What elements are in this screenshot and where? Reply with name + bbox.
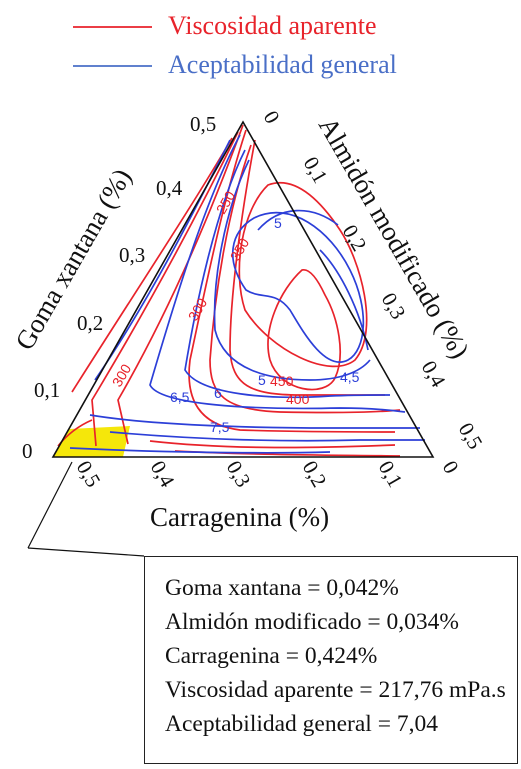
goma-tick: 0 [22, 439, 33, 463]
red-contour-label: 450 [270, 373, 294, 389]
blue-contours [69, 134, 425, 454]
blue-contour-low [69, 447, 331, 454]
carragenina-tick: 0,5 [72, 457, 106, 492]
almidon-tick: 0,4 [417, 357, 451, 392]
red-contour-300-left [91, 131, 239, 447]
red-contour-label: 350 [227, 235, 253, 263]
blue-contour-7-5 [109, 431, 425, 442]
blue-contour-5-5 [213, 159, 371, 381]
blue-contour-label: 5 [274, 215, 282, 231]
blue-contour-outer [94, 139, 231, 381]
info-aceptabilidad-general: Aceptabilidad general = 7,04 [165, 711, 438, 737]
carragenina-tick: 0,4 [146, 457, 180, 492]
carragenina-tick: 0 [438, 457, 464, 478]
blue-contour-6-5 [149, 134, 406, 413]
blue-contour-label: 4,5 [340, 369, 360, 385]
legend: Viscosidad aparente Aceptabilidad genera… [73, 11, 397, 79]
red-contour-250 [71, 137, 233, 393]
blue-contour-label: 6,5 [170, 389, 190, 405]
carragenina-tick: 0,2 [298, 457, 332, 492]
info-carragenina: Carragenina = 0,424% [165, 643, 378, 669]
almidon-tick: 0,2 [338, 221, 372, 256]
legend-label-aceptabilidad: Aceptabilidad general [168, 50, 397, 79]
goma-tick: 0,5 [190, 112, 216, 136]
almidon-tick: 0 [259, 107, 285, 128]
red-contour-loop-inner [267, 269, 341, 391]
blue-contour-label: 5 [258, 372, 266, 388]
red-contour-loop-outer [238, 181, 368, 368]
pointer-line [27, 461, 73, 549]
blue-contour-label: 7,5 [210, 419, 230, 435]
legend-label-viscosidad: Viscosidad aparente [168, 11, 377, 40]
red-contour-label: 400 [286, 391, 310, 407]
goma-tick: 0,4 [156, 176, 183, 200]
blue-contour-7 [89, 414, 420, 429]
info-viscosidad-aparente: Viscosidad aparente = 217,76 mPa.s [165, 677, 506, 703]
carragenina-axis-title: Carragenina (%) [150, 502, 329, 532]
red-contours [57, 124, 401, 457]
blue-contour-label: 6 [214, 385, 222, 401]
almidon-tick: 0,3 [377, 289, 411, 324]
almidon-tick: 0,5 [454, 419, 488, 454]
optimum-info-box: Goma xantana = 0,042% Almidón modificado… [144, 556, 518, 764]
blue-contour-6 [184, 149, 391, 399]
pointer-line [27, 547, 145, 557]
ternary-triangle [51, 120, 435, 458]
goma-ticks: 0 0,1 0,2 0,3 0,4 0,5 [22, 112, 216, 463]
red-contour-350-left [117, 124, 244, 445]
almidon-tick: 0,1 [299, 153, 333, 188]
red-contour-300-inner [188, 129, 396, 433]
carragenina-ticks: 0,5 0,4 0,3 0,2 0,1 0 [72, 457, 464, 492]
goma-axis-title: Goma xantana (%) [9, 163, 137, 355]
optimum-region [53, 426, 130, 457]
goma-tick: 0,3 [119, 243, 145, 267]
goma-tick: 0,1 [34, 378, 60, 402]
info-almidon-modificado: Almidón modificado = 0,034% [165, 609, 459, 635]
carragenina-tick: 0,1 [374, 457, 408, 492]
red-contour-bottom-1 [149, 440, 396, 449]
blue-contour-5-loop [231, 211, 365, 363]
red-contour-label: 300 [185, 295, 211, 323]
goma-tick: 0,2 [77, 311, 103, 335]
carragenina-tick: 0,3 [222, 457, 256, 492]
red-contour-350-inner [209, 144, 401, 414]
blue-contour-5-upper [257, 209, 339, 231]
contour-labels: 250 350 300 5 450 400 5 4,5 6 6,5 7,5 30… [109, 188, 360, 435]
info-goma-xantana: Goma xantana = 0,042% [165, 575, 399, 601]
